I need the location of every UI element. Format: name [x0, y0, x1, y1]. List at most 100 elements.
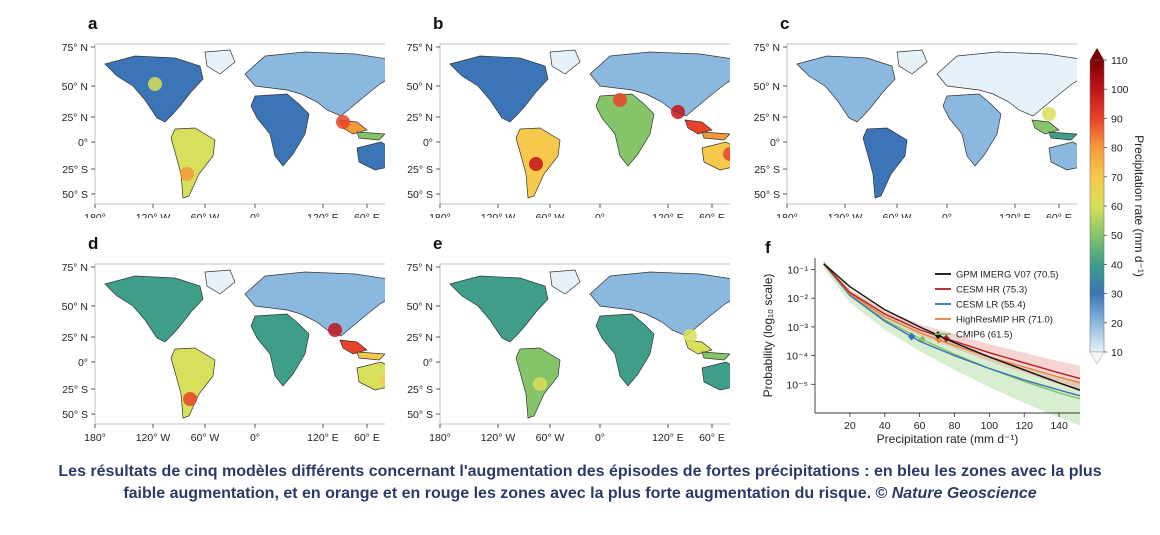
lat-label: 50° S — [62, 189, 88, 201]
series-line — [823, 263, 1081, 391]
lon-label: 180° — [429, 212, 451, 218]
continent-namerica — [449, 55, 549, 123]
hotspot — [380, 373, 385, 387]
lat-label: 0° — [770, 137, 780, 149]
lat-label: 75° N — [407, 262, 433, 274]
colorbar-tick-label: 10 — [1111, 347, 1123, 359]
hotspot — [671, 105, 685, 119]
x-tick-label: 80 — [949, 420, 961, 432]
lat-label: 25° N — [754, 112, 780, 124]
colorbar-tick-label: 20 — [1111, 318, 1123, 330]
colorbar-tick-label: 50 — [1111, 230, 1123, 242]
continent-indonesia — [701, 131, 730, 141]
series-marker — [908, 332, 916, 341]
lon-label: 120° E — [652, 212, 684, 218]
panel-letter-d: d — [88, 234, 99, 253]
continent-greenland — [549, 269, 581, 295]
x-tick-label: 100 — [981, 420, 999, 432]
lat-label: 25° S — [62, 384, 88, 396]
colorbar-gradient — [1089, 59, 1105, 353]
cmip6-uncertainty-band — [823, 259, 1080, 426]
hotspot — [723, 147, 730, 161]
lat-label: 50° N — [407, 81, 433, 93]
lat-label: 25° S — [754, 164, 780, 176]
colorbar-tick-label: 90 — [1111, 113, 1123, 125]
lon-label: 0° — [942, 212, 952, 218]
x-tick-label: 20 — [844, 420, 856, 432]
continent-greenland — [204, 269, 236, 295]
panel-letter-f: f — [765, 238, 771, 257]
lon-label: 180° — [84, 432, 106, 444]
panel-letter-c: c — [780, 14, 790, 33]
legend-label: CESM HR (75.3) — [956, 285, 1027, 296]
caption-text: Les résultats de cinq modèles différents… — [58, 463, 1102, 502]
lon-label: 0° — [250, 432, 260, 444]
hotspot — [328, 323, 342, 337]
lon-label: 180° — [84, 212, 106, 218]
figure-caption: Les résultats de cinq modèles différents… — [40, 461, 1120, 505]
x-tick-label: 120 — [1015, 420, 1033, 432]
lon-label: 60° W — [536, 432, 565, 444]
colorbar-tick-label: 70 — [1111, 172, 1123, 184]
continent-greenland — [896, 49, 928, 75]
legend-label: CMIP6 (61.5) — [956, 330, 1013, 341]
continent-australia — [356, 141, 385, 171]
lon-label: 120° W — [136, 212, 171, 218]
continent-australia — [356, 361, 385, 391]
lat-label: 50° S — [407, 189, 433, 201]
continent-eurasia — [244, 271, 385, 337]
continent-africa — [595, 93, 655, 167]
lat-label: 50° N — [62, 301, 88, 313]
panel-letter-b: b — [433, 14, 444, 33]
lat-label: 75° N — [62, 42, 88, 54]
lon-label: 120° E — [307, 212, 339, 218]
caption-source: Nature Geoscience — [891, 485, 1037, 502]
y-tick-label: 10⁻³ — [787, 322, 808, 334]
continent-africa — [942, 93, 1002, 167]
lon-label: 120° E — [999, 212, 1031, 218]
lon-label: 0° — [595, 432, 605, 444]
series-line — [823, 263, 1081, 380]
continent-eurasia — [589, 271, 730, 337]
hotspot — [613, 93, 627, 107]
hotspot — [148, 77, 162, 91]
lon-label: 0° — [250, 212, 260, 218]
colorbar-tick-label: 80 — [1111, 143, 1123, 155]
continent-africa — [250, 313, 310, 387]
lat-label: 25° N — [62, 332, 88, 344]
hotspot — [1042, 107, 1056, 121]
lon-label: 120° E — [307, 432, 339, 444]
colorbar-label: Precipitation rate (mm d⁻¹) — [1132, 135, 1146, 277]
lon-label: 60° W — [191, 432, 220, 444]
colorbar-top-arrow — [1090, 48, 1104, 60]
y-tick-label: 10⁻⁴ — [786, 351, 808, 363]
map-panel-b: 75° N 50° N 25° N 0° 25° S 50° S 180° 120° W 60°… — [407, 42, 730, 218]
map-panel-d: 75° N 50° N 25° N 0° 25° S 50° S 180° 120° W 60°… — [62, 262, 385, 444]
continent-australia — [1048, 141, 1077, 171]
y-axis-label: Probability (log₁₀ scale) — [761, 274, 775, 398]
cesm-hr-uncertainty-band — [823, 262, 1080, 392]
lon-label: 120° W — [481, 432, 516, 444]
continent-namerica — [104, 275, 204, 343]
continent-samerica — [170, 127, 216, 199]
lat-label: 25° N — [407, 112, 433, 124]
y-tick-label: 10⁻⁵ — [786, 379, 808, 391]
legend-label: GPM IMERG V07 (70.5) — [956, 270, 1058, 281]
continent-australia — [701, 141, 730, 171]
colorbar: 110 100 90 80 70 60 50 40 30 20 10 Precipitation ra… — [1089, 48, 1146, 365]
lon-label: 60° E — [699, 432, 725, 444]
lat-label: 25° S — [407, 384, 433, 396]
x-axis-label: Precipitation rate (mm d⁻¹) — [877, 432, 1019, 446]
continent-eurasia — [244, 51, 385, 117]
continent-eurasia — [589, 51, 730, 117]
lat-label: 0° — [78, 137, 88, 149]
colorbar-tick-label: 100 — [1111, 84, 1129, 96]
lat-label: 50° N — [62, 81, 88, 93]
continent-australia — [701, 361, 730, 391]
continent-indonesia — [701, 351, 730, 361]
lat-label: 50° S — [62, 409, 88, 421]
panel-letter-e: e — [433, 234, 443, 253]
lon-label: 60° E — [699, 212, 725, 218]
continent-indonesia — [356, 131, 385, 141]
lat-label: 75° N — [754, 42, 780, 54]
